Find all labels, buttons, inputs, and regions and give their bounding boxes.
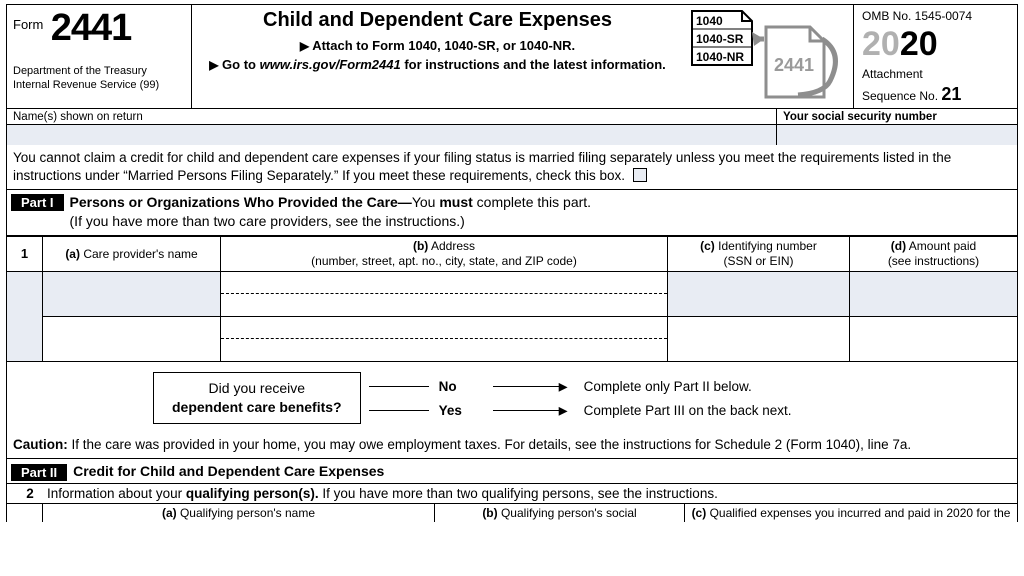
part1-title: Persons or Organizations Who Provided th… [70,192,592,231]
name-ssn-row: Name(s) shown on return Your social secu… [6,108,1018,125]
name-input[interactable] [7,125,777,145]
row-gutter [7,272,43,362]
ssn-input[interactable] [777,125,1017,145]
provider-row-2[interactable] [7,317,1018,362]
col-c-header: (c) Identifying number(SSN or EIN) [668,237,850,272]
form-number-box: Form 2441 Department of the Treasury Int… [7,5,192,108]
title-box: Child and Dependent Care Expenses ▶ Atta… [192,5,683,108]
doc-stack-icon: 1040 1040-SR 1040-NR 2441 [688,9,848,105]
name-label: Name(s) shown on return [7,109,777,124]
qualifying-person-header: (a) Qualifying person's name (b) Qualify… [6,503,1018,522]
providers-header-row: 1 (a) Care provider's name (b) Address(n… [7,237,1018,272]
form-2441: Form 2441 Department of the Treasury Int… [0,0,1024,526]
benefits-branch: Did you receive dependent care benefits?… [6,362,1018,430]
qp-col-c: (c) Qualified expenses you incurred and … [685,504,1017,522]
icon-1040nr: 1040-NR [696,50,744,64]
goto-line: ▶ Go to www.irs.gov/Form2441 for instruc… [198,57,677,72]
branch-lines: No ▸ Complete only Part II below. Yes ▸ … [369,374,792,422]
year-box: OMB No. 1545-0074 2020 Attachment Sequen… [853,5,1017,108]
mfs-checkbox[interactable] [633,168,647,182]
omb-number: OMB No. 1545-0074 [862,9,1011,23]
part2-title: Credit for Child and Dependent Care Expe… [73,463,384,479]
form-title: Child and Dependent Care Expenses [198,9,677,32]
provider-row-1[interactable] [7,272,1018,317]
row-number: 1 [7,237,43,272]
tax-year: 2020 [862,27,1011,61]
benefits-question-box: Did you receive dependent care benefits? [153,372,361,424]
arrow-icon: ▶ [300,39,309,53]
form-number: 2441 [51,9,132,47]
form-icon-box: 1040 1040-SR 1040-NR 2441 [683,5,853,108]
caution-note: Caution: If the care was provided in you… [6,430,1018,459]
col-d-header: (d) Amount paid(see instructions) [850,237,1018,272]
part2-tag: Part II [11,464,67,481]
header-row: Form 2441 Department of the Treasury Int… [6,4,1018,108]
arrow-icon: ▶ [209,58,218,72]
attachment-seq: Attachment Sequence No. 21 [862,67,1011,106]
providers-table: 1 (a) Care provider's name (b) Address(n… [6,236,1018,362]
mfs-note: You cannot claim a credit for child and … [6,145,1018,190]
col-a-header: (a) Care provider's name [43,237,221,272]
line-2: 2 Information about your qualifying pers… [6,484,1018,503]
branch-yes: Yes ▸ Complete Part III on the back next… [369,398,792,422]
attach-line: ▶ Attach to Form 1040, 1040-SR, or 1040-… [198,38,677,53]
ssn-label: Your social security number [777,109,1017,124]
icon-1040sr: 1040-SR [696,32,744,46]
icon-2441: 2441 [774,55,814,75]
form-word: Form [13,9,43,32]
qp-col-b: (b) Qualifying person's social [435,504,685,522]
part1-tag: Part I [11,194,64,211]
branch-no: No ▸ Complete only Part II below. [369,374,792,398]
name-ssn-input-row [6,125,1018,145]
qp-col-a: (a) Qualifying person's name [43,504,435,522]
department-label: Department of the Treasury Internal Reve… [13,65,185,93]
part2-header: Part II Credit for Child and Dependent C… [6,459,1018,484]
part1-header: Part I Persons or Organizations Who Prov… [6,190,1018,236]
icon-1040: 1040 [696,14,723,28]
col-b-header: (b) Address(number, street, apt. no., ci… [221,237,668,272]
